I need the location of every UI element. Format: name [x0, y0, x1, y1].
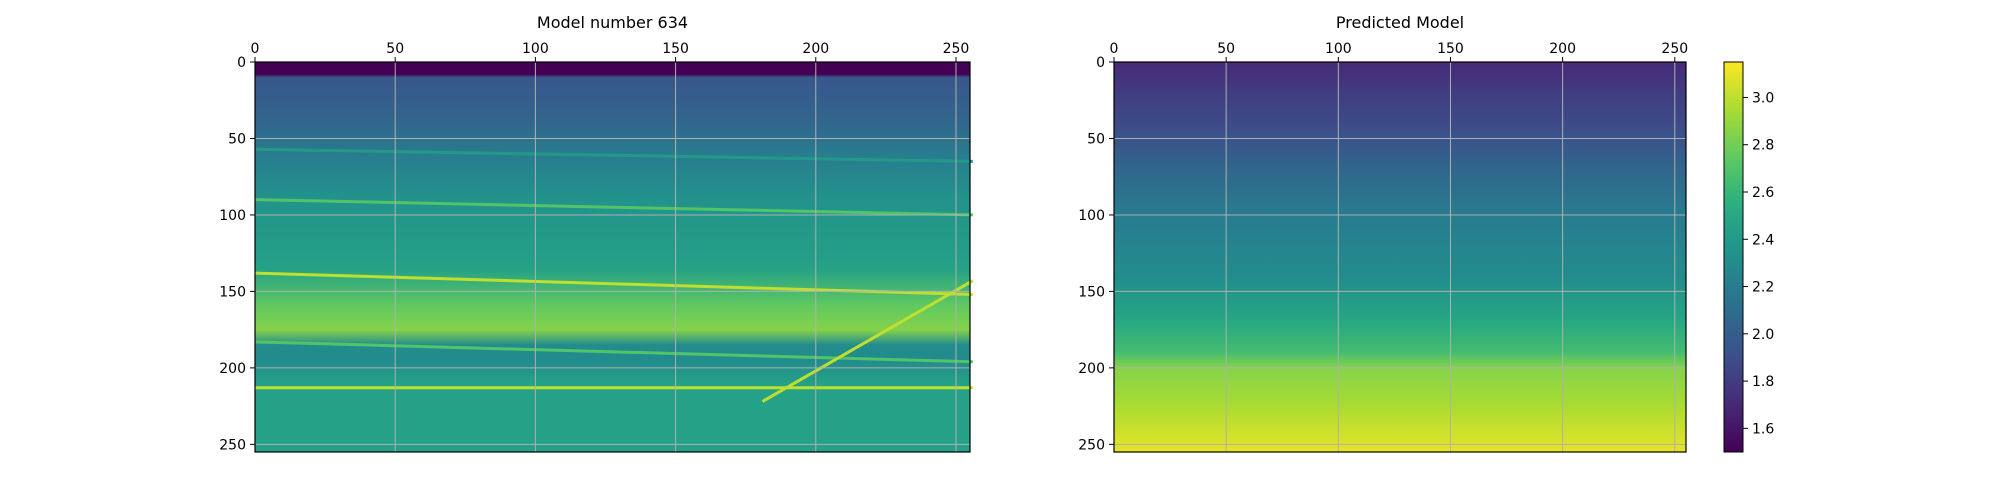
colorbar: 1.6 1.8 2.0 2.2 2.4 2.6 2.8 3.0 — [1723, 61, 1774, 453]
y-tick-label: 50 — [228, 131, 246, 147]
colorbar-tick-label: 1.6 — [1752, 421, 1774, 437]
y-tick-label: 150 — [219, 284, 246, 300]
colorbar-tick-label: 2.0 — [1752, 327, 1774, 343]
x-tick-label: 150 — [1437, 41, 1464, 57]
x-tick-label: 100 — [1325, 41, 1352, 57]
plot-frame — [1113, 61, 1687, 453]
heatmap-image — [1114, 62, 1686, 452]
colorbar-tick-label: 2.4 — [1752, 232, 1774, 248]
x-tick-label: 0 — [1110, 41, 1119, 57]
colorbar-tick-label: 2.6 — [1752, 185, 1774, 201]
layer-line — [254, 340, 973, 364]
colorbar-scale — [1723, 61, 1744, 453]
x-tick-label: 50 — [386, 41, 404, 57]
colorbar-tick-label: 2.2 — [1752, 280, 1774, 296]
y-tick-label: 0 — [237, 55, 246, 71]
plot-frame — [254, 61, 971, 453]
colorbar-tick-label: 3.0 — [1752, 90, 1774, 106]
chart-title: Model number 634 — [537, 13, 688, 32]
y-tick-label: 200 — [1078, 361, 1105, 377]
heatmap-panel-model: 0 50 100 150 200 250 0 50 100 150 200 250 Model numb… — [219, 13, 974, 453]
y-tick-label: 100 — [1078, 208, 1105, 224]
y-tick-label: 150 — [1078, 284, 1105, 300]
x-tick-label: 200 — [802, 41, 829, 57]
layer-line — [254, 198, 973, 217]
layer-line — [761, 279, 974, 403]
x-tick-label: 0 — [251, 41, 260, 57]
heatmap-image — [255, 62, 970, 452]
y-tick-label: 50 — [1087, 131, 1105, 147]
x-tick-label: 150 — [662, 41, 689, 57]
colorbar-tick-label: 1.8 — [1752, 374, 1774, 390]
layer-line — [254, 147, 973, 163]
chart-title: Predicted Model — [1336, 13, 1464, 32]
x-tick-label: 50 — [1217, 41, 1235, 57]
y-tick-label: 100 — [219, 208, 246, 224]
heatmap-panel-predicted: 0 50 100 150 200 250 0 50 100 150 200 250 Predicted … — [1078, 13, 1688, 453]
y-tick-label: 250 — [1078, 437, 1105, 453]
x-tick-label: 100 — [522, 41, 549, 57]
colorbar-tick-label: 2.8 — [1752, 138, 1774, 154]
x-tick-label: 200 — [1549, 41, 1576, 57]
y-tick-label: 250 — [219, 437, 246, 453]
y-tick-label: 200 — [219, 361, 246, 377]
x-tick-label: 250 — [1661, 41, 1688, 57]
y-tick-label: 0 — [1096, 55, 1105, 71]
x-tick-label: 250 — [943, 41, 970, 57]
